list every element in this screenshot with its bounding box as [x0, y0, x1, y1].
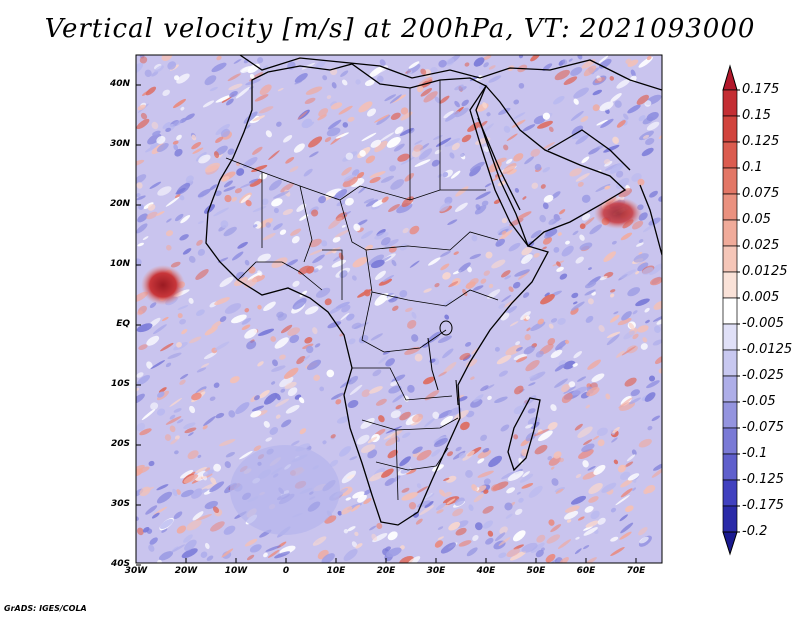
great-lakes [427, 320, 459, 406]
colorbar-swatch [722, 323, 738, 351]
south-atlantic-descent-area [230, 445, 340, 535]
colorbar-max-arrow [722, 64, 738, 91]
colorbar-label: 0.0125 [742, 264, 788, 279]
colorbar-label: 0.125 [742, 134, 780, 149]
lon-label: 60E [576, 566, 596, 576]
lon-label: 10W [224, 566, 248, 576]
colorbar-label: 0.15 [742, 108, 771, 123]
lat-label: 20S [110, 439, 130, 449]
colorbar-swatch [722, 453, 738, 481]
colorbar-swatch [722, 167, 738, 195]
lon-label: 50E [526, 566, 546, 576]
lat-label: 30N [109, 139, 130, 149]
colorbar-swatch [722, 479, 738, 507]
lon-label: 70E [626, 566, 646, 576]
colorbar-min-arrow [722, 531, 738, 556]
colorbar-label: -0.05 [742, 394, 776, 409]
colorbar-swatch [722, 401, 738, 429]
velocity-field [136, 55, 662, 563]
colorbar-label: -0.175 [742, 498, 784, 513]
colorbar-label: -0.1 [742, 446, 768, 461]
colorbar-swatch [722, 349, 738, 377]
lat-label: 30S [110, 499, 130, 509]
colorbar-swatch [722, 427, 738, 455]
lat-label: 20N [109, 199, 130, 209]
colorbar-label: 0.05 [742, 212, 771, 227]
grads-credit: GrADS: IGES/COLA [4, 604, 87, 613]
country-borders [225, 80, 499, 501]
colorbar-swatch [722, 115, 738, 143]
lon-label: 20E [376, 566, 396, 576]
colorbar-label: -0.2 [742, 524, 768, 539]
colorbar-swatch [722, 245, 738, 273]
colorbar-label: 0.005 [742, 290, 780, 305]
lat-label: EQ [116, 319, 130, 329]
colorbar-label: 0.1 [742, 160, 763, 175]
colorbar-swatch [722, 271, 738, 299]
lon-label: 30W [124, 566, 148, 576]
lon-label: 20W [174, 566, 198, 576]
lon-label: 10E [326, 566, 346, 576]
lat-label: 40N [109, 79, 130, 89]
axis-ticks [135, 84, 637, 566]
colorbar-swatch [722, 375, 738, 403]
colorbar-swatch [722, 193, 738, 221]
arabian-sea-updraft [594, 197, 642, 229]
colorbar-label: -0.125 [742, 472, 784, 487]
lon-label: 40E [476, 566, 496, 576]
lat-label: 10N [109, 259, 130, 269]
lat-label: 40S [110, 559, 130, 569]
colorbar-label: -0.025 [742, 368, 784, 383]
lat-label: 10S [110, 379, 130, 389]
colorbar-swatch [722, 89, 738, 117]
chart-title: Vertical velocity [m/s] at 200hPa, VT: 2… [44, 14, 756, 44]
colorbar-label: -0.0125 [742, 342, 793, 357]
colorbar-swatch [722, 297, 738, 325]
lon-label: 0 [282, 566, 290, 576]
colorbar-swatch [722, 141, 738, 169]
lon-label: 30E [426, 566, 446, 576]
colorbar-label: -0.005 [742, 316, 784, 331]
tropical-cyclone-updraft [141, 265, 185, 305]
colorbar-label: 0.175 [742, 82, 780, 97]
coastlines [205, 55, 662, 526]
colorbar-swatch [722, 505, 738, 533]
map-frame [135, 54, 663, 564]
colorbar-label: 0.025 [742, 238, 780, 253]
colorbar-label: 0.075 [742, 186, 780, 201]
colorbar-label: -0.075 [742, 420, 784, 435]
colorbar [722, 64, 740, 556]
colorbar-swatch [722, 219, 738, 247]
